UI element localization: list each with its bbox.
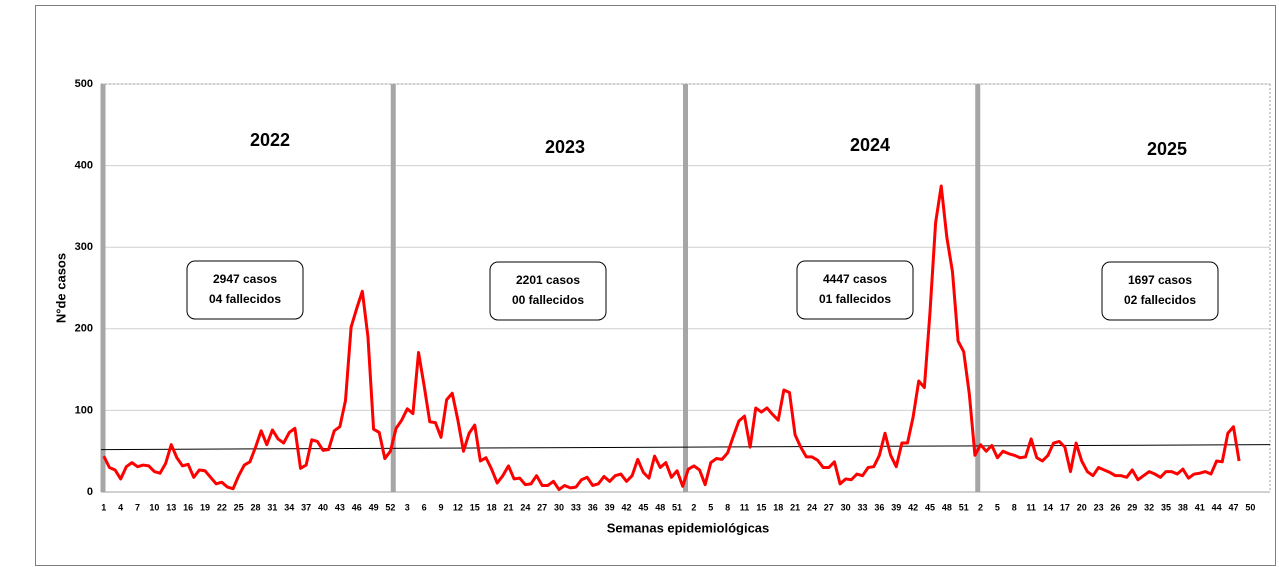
x-tick-label: 5 — [708, 502, 713, 512]
x-tick-label: 36 — [874, 502, 884, 512]
x-tick-label: 1 — [101, 502, 106, 512]
x-tick-label: 22 — [217, 502, 227, 512]
x-tick-label: 8 — [1012, 502, 1017, 512]
x-tick-label: 20 — [1077, 502, 1087, 512]
x-tick-label: 24 — [520, 502, 530, 512]
x-tick-label: 37 — [301, 502, 311, 512]
x-tick-label: 42 — [908, 502, 918, 512]
annotation-text: 2947 casos — [213, 272, 277, 286]
y-tick-label: 400 — [75, 160, 93, 172]
annotation-box — [186, 260, 304, 320]
x-tick-label: 16 — [183, 502, 193, 512]
x-tick-label: 41 — [1195, 502, 1205, 512]
annotation-text: 1697 casos — [1128, 273, 1192, 287]
data-line — [102, 184, 1241, 492]
x-tick-label: 18 — [487, 502, 497, 512]
x-tick-label: 2 — [691, 502, 696, 512]
y-tick-label: 200 — [75, 323, 93, 335]
x-tick-label: 33 — [571, 502, 581, 512]
x-tick-label: 19 — [200, 502, 210, 512]
x-tick-label: 8 — [725, 502, 730, 512]
x-tick-label: 17 — [1060, 502, 1070, 512]
x-tick-label: 33 — [858, 502, 868, 512]
x-tick-label: 18 — [773, 502, 783, 512]
x-tick-label: 43 — [335, 502, 345, 512]
x-tick-label: 24 — [807, 502, 817, 512]
x-tick-label: 21 — [503, 502, 513, 512]
annotation-text: 4447 casos — [823, 272, 887, 286]
x-tick-label: 51 — [959, 502, 969, 512]
x-tick-label: 39 — [605, 502, 615, 512]
x-tick-label: 45 — [925, 502, 935, 512]
x-tick-label: 48 — [655, 502, 665, 512]
x-tick-label: 35 — [1161, 502, 1171, 512]
y-tick-label: 0 — [87, 486, 93, 498]
annotation-text: 2201 casos — [516, 273, 580, 287]
x-tick-label: 50 — [1245, 502, 1255, 512]
x-tick-label: 15 — [756, 502, 766, 512]
x-tick-label: 6 — [422, 502, 427, 512]
x-tick-label: 23 — [1094, 502, 1104, 512]
annotation-text: 02 fallecidos — [1124, 293, 1196, 307]
x-tick-label: 4 — [118, 502, 123, 512]
x-tick-label: 30 — [554, 502, 564, 512]
annotation-text: 04 fallecidos — [209, 292, 281, 306]
x-tick-label: 26 — [1110, 502, 1120, 512]
x-tick-label: 39 — [891, 502, 901, 512]
x-tick-label: 29 — [1127, 502, 1137, 512]
x-tick-label: 10 — [149, 502, 159, 512]
x-tick-label: 25 — [234, 502, 244, 512]
x-tick-label: 34 — [284, 502, 294, 512]
annotation-box — [1101, 261, 1219, 321]
x-tick-label: 32 — [1144, 502, 1154, 512]
x-tick-label: 47 — [1228, 502, 1238, 512]
annotation-box — [489, 261, 607, 321]
y-tick-label: 100 — [75, 404, 93, 416]
x-tick-label: 52 — [385, 502, 395, 512]
annotation-box — [796, 260, 914, 320]
year-label: 2023 — [545, 137, 585, 157]
x-tick-label: 12 — [453, 502, 463, 512]
x-tick-label: 11 — [1026, 502, 1036, 512]
y-axis-title: N°de casos — [53, 253, 68, 323]
year-label: 2024 — [850, 135, 890, 155]
x-tick-label: 30 — [841, 502, 851, 512]
x-tick-label: 44 — [1212, 502, 1222, 512]
x-axis-title: Semanas epidemiológicas — [607, 520, 770, 535]
annotation-text: 00 fallecidos — [512, 293, 584, 307]
x-tick-label: 27 — [824, 502, 834, 512]
x-tick-label: 5 — [995, 502, 1000, 512]
x-tick-label: 28 — [251, 502, 261, 512]
y-tick-label: 500 — [75, 78, 93, 90]
x-tick-label: 36 — [588, 502, 598, 512]
x-tick-label: 49 — [369, 502, 379, 512]
x-tick-label: 15 — [470, 502, 480, 512]
x-tick-label: 13 — [166, 502, 176, 512]
x-tick-label: 9 — [439, 502, 444, 512]
x-tick-label: 21 — [790, 502, 800, 512]
x-tick-label: 48 — [942, 502, 952, 512]
x-tick-label: 51 — [672, 502, 682, 512]
x-tick-label: 42 — [621, 502, 631, 512]
x-tick-label: 40 — [318, 502, 328, 512]
x-tick-label: 31 — [267, 502, 277, 512]
chart-frame — [35, 5, 1276, 566]
annotation-text: 01 fallecidos — [819, 292, 891, 306]
x-tick-label: 3 — [405, 502, 410, 512]
x-tick-label: 14 — [1043, 502, 1053, 512]
year-label: 2025 — [1147, 139, 1187, 159]
y-tick-label: 300 — [75, 241, 93, 253]
x-tick-label: 38 — [1178, 502, 1188, 512]
year-label: 2022 — [250, 130, 290, 150]
x-tick-label: 27 — [537, 502, 547, 512]
x-tick-label: 2 — [978, 502, 983, 512]
x-tick-label: 7 — [135, 502, 140, 512]
x-tick-label: 46 — [352, 502, 362, 512]
x-tick-label: 11 — [740, 502, 750, 512]
x-tick-label: 45 — [638, 502, 648, 512]
